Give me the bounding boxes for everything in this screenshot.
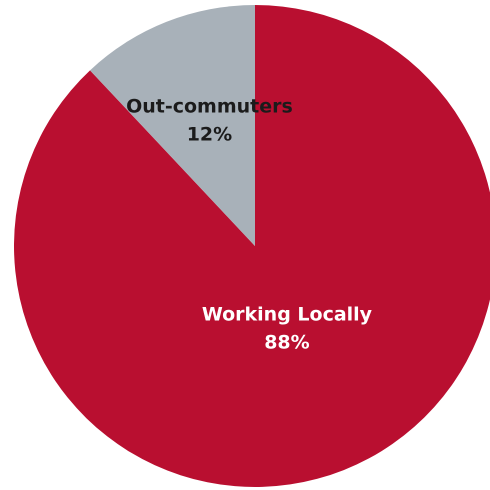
pie-slice-working-locally: [14, 5, 490, 487]
slice-label-working-locally: Working Locally: [202, 304, 373, 326]
slice-value-out-commuters: 12%: [187, 123, 232, 145]
slice-value-working-locally: 88%: [264, 332, 309, 354]
pie-labels: Working Locally 88% Out-commuters 12%: [126, 95, 373, 353]
slice-label-out-commuters: Out-commuters: [126, 95, 293, 117]
pie-slices: [14, 5, 490, 487]
pie-slice-out-commuters: [90, 5, 256, 246]
